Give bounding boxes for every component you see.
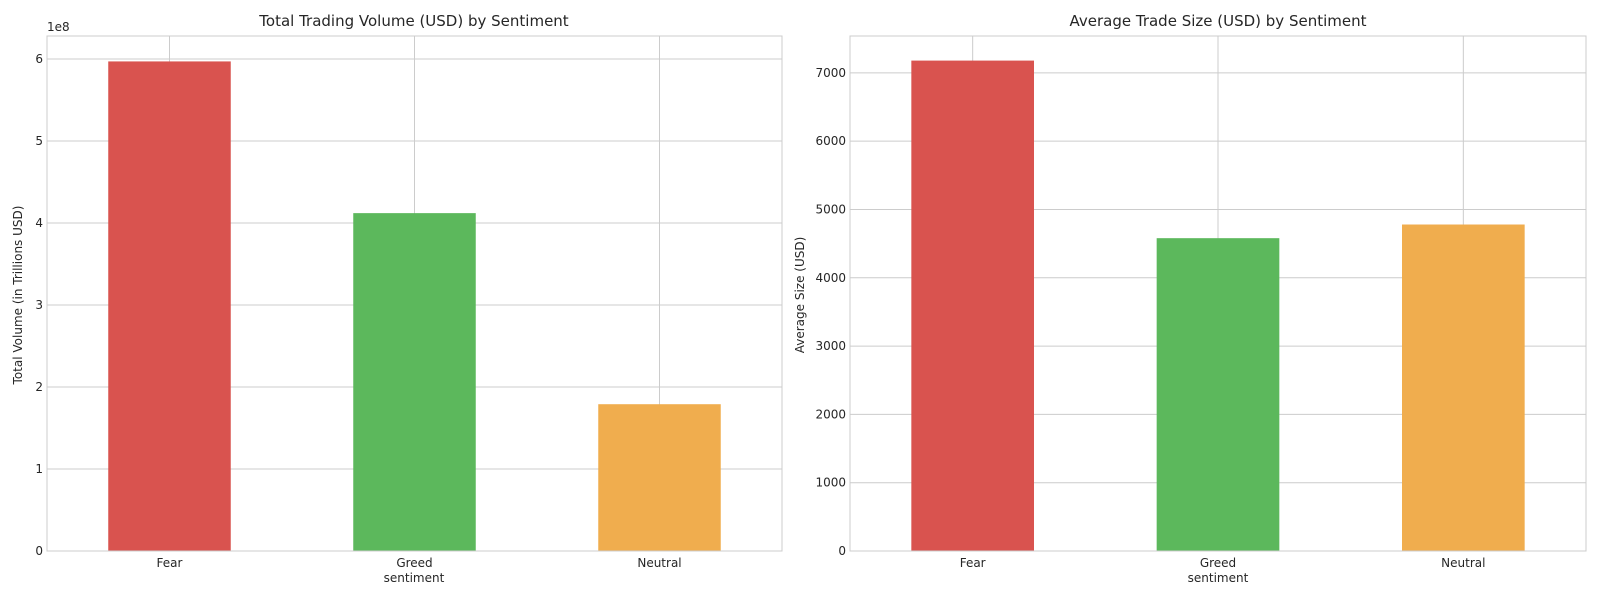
bar-greed xyxy=(1156,238,1280,552)
y-axis-offset-label: 1e8 xyxy=(47,20,70,34)
y-tick-label: 6 xyxy=(35,52,43,66)
bar-neutral xyxy=(598,404,721,551)
y-tick-label: 5 xyxy=(35,134,43,148)
y-tick-label: 2000 xyxy=(815,407,846,421)
y-tick-label: 4 xyxy=(35,216,43,230)
x-tick-label: Neutral xyxy=(1441,556,1485,570)
x-tick-label: Greed xyxy=(396,556,432,570)
bar-fear xyxy=(108,61,231,552)
bar-neutral xyxy=(1402,224,1525,551)
y-axis-label: Average Size (USD) xyxy=(793,237,807,354)
chart-average-trade-size: Average Trade Size (USD) by Sentiment se… xyxy=(793,12,1587,585)
y-tick-label: 1 xyxy=(35,462,43,476)
x-tick-label: Fear xyxy=(157,556,183,570)
y-tick-label: 0 xyxy=(35,544,43,558)
x-axis-label: sentiment xyxy=(384,571,445,585)
chart-title: Total Trading Volume (USD) by Sentiment xyxy=(258,12,569,30)
y-tick-label: 2 xyxy=(35,380,43,394)
bar-greed xyxy=(353,213,476,551)
axes-frame xyxy=(849,35,1587,552)
y-tick-label: 1000 xyxy=(815,476,846,490)
x-axis-label: sentiment xyxy=(1188,571,1249,585)
y-tick-label: 7000 xyxy=(815,66,846,80)
chart-title: Average Trade Size (USD) by Sentiment xyxy=(1070,12,1367,30)
y-tick-label: 0 xyxy=(838,544,846,558)
y-tick-label: 3 xyxy=(35,298,43,312)
x-tick-label: Greed xyxy=(1200,556,1236,570)
y-tick-label: 4000 xyxy=(815,271,846,285)
y-axis-label: Total Volume (in Trillions USD) xyxy=(11,206,25,386)
x-tick-label: Fear xyxy=(960,556,986,570)
x-tick-label: Neutral xyxy=(637,556,681,570)
chart-total-volume: Total Trading Volume (USD) by Sentiment … xyxy=(11,12,783,585)
bar-fear xyxy=(911,60,1034,551)
y-tick-label: 5000 xyxy=(815,202,846,216)
y-tick-label: 6000 xyxy=(815,134,846,148)
y-tick-label: 3000 xyxy=(815,339,846,353)
axes-frame xyxy=(46,35,783,552)
